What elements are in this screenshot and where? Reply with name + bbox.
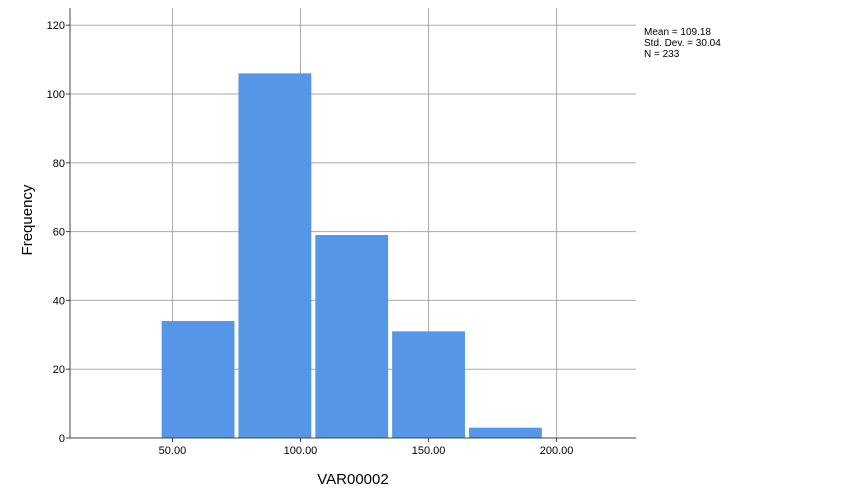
stats-n: N = 233 xyxy=(644,49,680,60)
y-tick-label: 0 xyxy=(59,433,65,445)
histogram-bar xyxy=(238,73,312,439)
y-axis-ticks: 0 20 40 60 80 100 120 xyxy=(47,20,70,445)
histogram-bar xyxy=(161,321,235,438)
x-tick-label: 50.00 xyxy=(159,445,187,457)
stats-std-dev: Std. Dev. = 30.04 xyxy=(644,38,721,49)
stats-box: Mean = 109.18 Std. Dev. = 30.04 N = 233 xyxy=(644,27,721,60)
x-axis-title: VAR00002 xyxy=(317,471,388,488)
x-tick-label: 100.00 xyxy=(284,445,318,457)
y-tick-label: 120 xyxy=(47,20,65,32)
x-tick-label: 200.00 xyxy=(540,445,574,457)
histogram-bar xyxy=(468,427,542,438)
y-axis-title: Frequency xyxy=(19,184,36,255)
y-tick-label: 80 xyxy=(53,158,65,170)
x-tick-label: 150.00 xyxy=(412,445,446,457)
y-tick-label: 40 xyxy=(53,295,65,307)
x-axis-ticks: 50.00 100.00 150.00 200.00 xyxy=(159,438,574,457)
histogram-bars xyxy=(161,73,542,439)
y-tick-label: 20 xyxy=(53,364,65,376)
histogram-bar xyxy=(392,331,465,438)
y-tick-label: 60 xyxy=(53,227,65,239)
y-tick-label: 100 xyxy=(47,89,65,101)
stats-mean: Mean = 109.18 xyxy=(644,27,711,38)
histogram-bar xyxy=(315,235,389,438)
